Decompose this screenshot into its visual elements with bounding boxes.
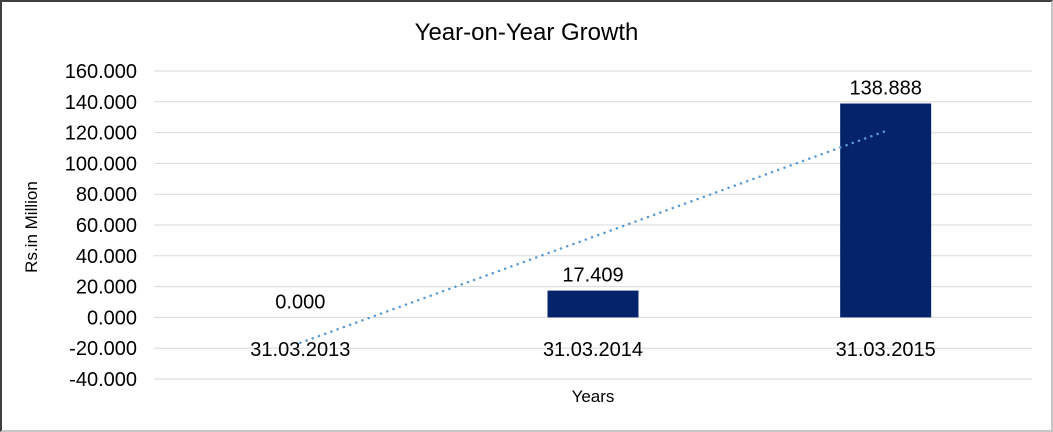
y-tick-label: 60.000	[76, 215, 137, 237]
x-category-label: 31.03.2013	[250, 339, 350, 361]
data-label: 138.888	[850, 78, 922, 100]
y-tick-label: -20.000	[69, 338, 137, 360]
x-category-label: 31.03.2015	[836, 339, 936, 361]
y-tick-label: 140.000	[65, 92, 137, 114]
y-tick-label: 100.000	[65, 153, 137, 175]
data-label: 17.409	[562, 265, 623, 287]
y-tick-label: 20.000	[76, 277, 137, 299]
x-axis-title: Years	[571, 387, 615, 406]
y-tick-label: -40.000	[69, 369, 137, 391]
x-category-label: 31.03.2014	[543, 339, 643, 361]
data-label: 0.000	[275, 291, 325, 313]
bar-31.03.2014	[547, 290, 639, 318]
y-tick-label: 80.000	[76, 184, 137, 206]
y-tick-label: 40.000	[76, 246, 137, 268]
bar-31.03.2015	[840, 103, 932, 318]
trendline	[299, 129, 887, 345]
y-tick-label: 160.000	[65, 61, 137, 83]
y-tick-label: 120.000	[65, 123, 137, 145]
chart-title: Year-on-Year Growth	[414, 19, 639, 46]
y-tick-label: 0.000	[87, 307, 137, 329]
